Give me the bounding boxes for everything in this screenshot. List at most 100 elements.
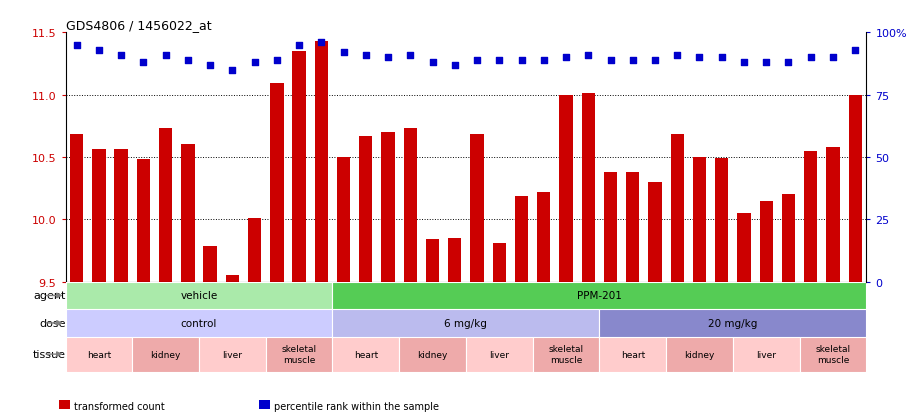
Bar: [470, 135, 484, 282]
Text: skeletal
muscle: skeletal muscle: [549, 344, 583, 364]
Bar: [226, 276, 239, 282]
Bar: [66, 309, 332, 337]
Text: skeletal
muscle: skeletal muscle: [815, 344, 851, 364]
Point: [492, 57, 507, 64]
Bar: [332, 337, 399, 372]
Bar: [159, 129, 172, 282]
Point: [180, 57, 195, 64]
Text: skeletal
muscle: skeletal muscle: [281, 344, 317, 364]
Point: [359, 52, 373, 59]
Bar: [292, 52, 306, 282]
Text: kidney: kidney: [150, 350, 181, 359]
Text: kidney: kidney: [418, 350, 448, 359]
Bar: [733, 337, 800, 372]
Bar: [560, 95, 572, 282]
Bar: [693, 157, 706, 282]
Point: [781, 59, 795, 66]
Bar: [581, 94, 595, 282]
Point: [314, 40, 329, 46]
Text: control: control: [181, 318, 217, 328]
Bar: [600, 309, 866, 337]
Bar: [66, 337, 132, 372]
Point: [804, 55, 818, 61]
Point: [425, 59, 440, 66]
Point: [269, 57, 284, 64]
Bar: [626, 173, 640, 282]
Bar: [92, 150, 106, 282]
Point: [337, 50, 351, 56]
Bar: [715, 159, 728, 282]
Point: [648, 57, 662, 64]
Point: [448, 62, 462, 69]
Bar: [448, 238, 461, 282]
Text: heart: heart: [621, 350, 645, 359]
Text: heart: heart: [354, 350, 378, 359]
Bar: [600, 337, 666, 372]
Text: 6 mg/kg: 6 mg/kg: [444, 318, 488, 328]
Bar: [248, 218, 261, 282]
Point: [248, 59, 262, 66]
Text: vehicle: vehicle: [180, 291, 217, 301]
Point: [470, 57, 484, 64]
Text: kidney: kidney: [684, 350, 714, 359]
Point: [136, 59, 151, 66]
Bar: [381, 133, 395, 282]
Point: [848, 47, 863, 54]
Bar: [466, 337, 532, 372]
Bar: [115, 150, 127, 282]
Bar: [671, 135, 684, 282]
Point: [114, 52, 128, 59]
Bar: [648, 183, 662, 282]
Bar: [532, 337, 600, 372]
Bar: [337, 157, 350, 282]
Bar: [537, 192, 551, 282]
Bar: [782, 195, 795, 282]
Bar: [404, 129, 417, 282]
Point: [292, 42, 307, 49]
Bar: [515, 196, 528, 282]
Bar: [848, 95, 862, 282]
Text: dose: dose: [39, 318, 66, 328]
Bar: [800, 337, 866, 372]
Point: [225, 67, 239, 74]
Bar: [70, 135, 84, 282]
Bar: [199, 337, 266, 372]
Point: [581, 52, 595, 59]
Bar: [132, 337, 199, 372]
Bar: [737, 214, 751, 282]
Text: GDS4806 / 1456022_at: GDS4806 / 1456022_at: [66, 19, 211, 32]
Bar: [181, 145, 195, 282]
Bar: [826, 147, 840, 282]
Point: [693, 55, 707, 61]
Bar: [426, 240, 440, 282]
Bar: [266, 337, 332, 372]
Bar: [760, 201, 773, 282]
Point: [737, 59, 752, 66]
Point: [158, 52, 173, 59]
Point: [92, 47, 106, 54]
Point: [203, 62, 217, 69]
Bar: [136, 160, 150, 282]
Point: [514, 57, 529, 64]
Point: [625, 57, 640, 64]
Bar: [332, 309, 600, 337]
Bar: [492, 243, 506, 282]
Point: [825, 55, 840, 61]
Text: PPM-201: PPM-201: [577, 291, 622, 301]
Text: liver: liver: [222, 350, 242, 359]
Bar: [359, 136, 372, 282]
Bar: [332, 282, 866, 309]
Bar: [604, 173, 617, 282]
Point: [759, 59, 774, 66]
Bar: [666, 337, 733, 372]
Point: [537, 57, 551, 64]
Text: agent: agent: [33, 291, 66, 301]
Point: [69, 42, 84, 49]
Point: [603, 57, 618, 64]
Point: [714, 55, 729, 61]
Bar: [204, 246, 217, 282]
Bar: [315, 42, 328, 282]
Point: [380, 55, 395, 61]
Bar: [66, 282, 332, 309]
Point: [403, 52, 418, 59]
